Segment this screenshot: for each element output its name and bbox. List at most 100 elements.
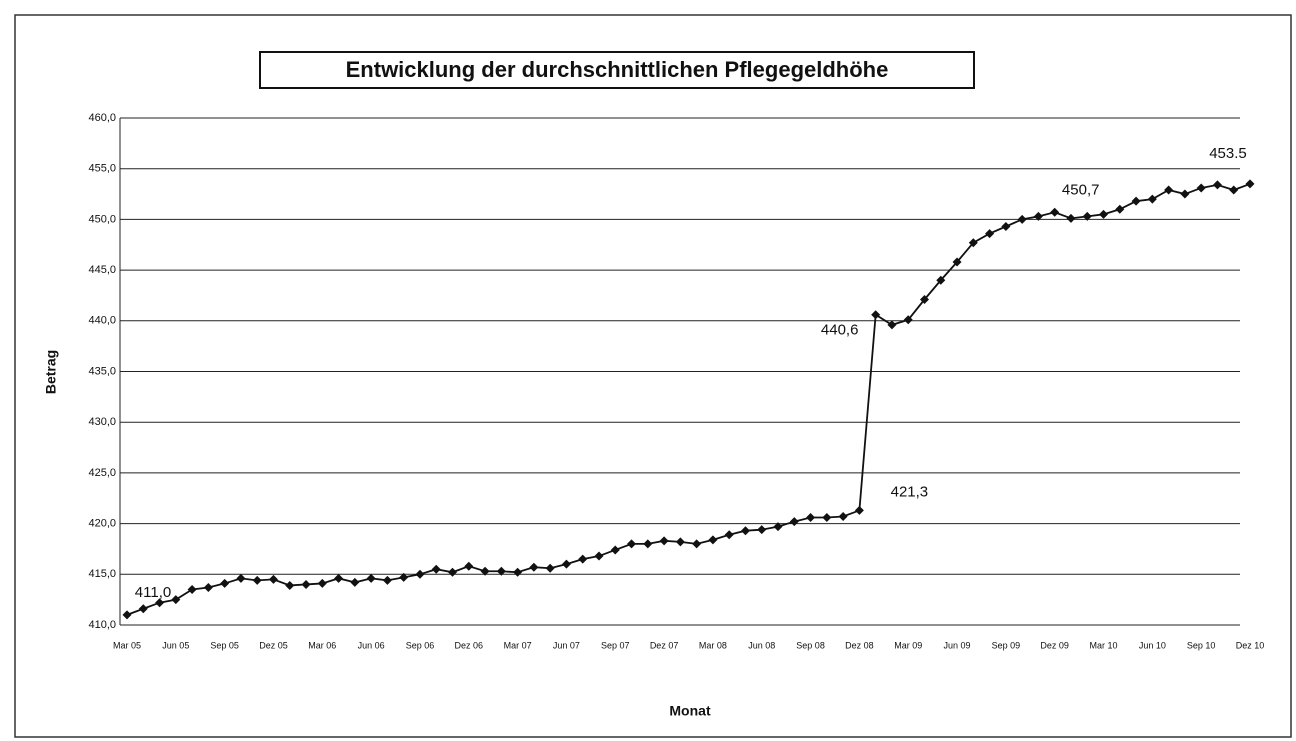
marker: [252, 575, 262, 585]
x-tick-label: Sep 07: [601, 640, 630, 650]
marker: [578, 554, 588, 564]
x-tick-label: Mar 10: [1090, 640, 1118, 650]
y-tick-label: 410,0: [88, 619, 116, 631]
marker: [594, 551, 604, 561]
marker: [1017, 214, 1027, 224]
marker: [285, 580, 295, 590]
marker: [513, 567, 523, 577]
marker: [659, 536, 669, 546]
marker: [919, 295, 929, 305]
x-tick-label: Jun 10: [1139, 640, 1166, 650]
x-tick-label: Sep 05: [210, 640, 239, 650]
y-tick-label: 435,0: [88, 365, 116, 377]
marker: [643, 539, 653, 549]
marker: [968, 238, 978, 248]
marker: [399, 572, 409, 582]
data-label: 453.5: [1209, 145, 1247, 162]
x-tick-label: Jun 06: [358, 640, 385, 650]
marker: [431, 564, 441, 574]
marker: [1001, 221, 1011, 231]
marker: [382, 575, 392, 585]
data-label: 421,3: [891, 483, 929, 500]
y-tick-label: 430,0: [88, 416, 116, 428]
marker: [317, 578, 327, 588]
marker: [1245, 179, 1255, 189]
marker: [1180, 189, 1190, 199]
y-tick-label: 450,0: [88, 213, 116, 225]
marker: [334, 573, 344, 583]
marker: [171, 595, 181, 605]
marker: [903, 315, 913, 325]
marker: [366, 573, 376, 583]
marker: [138, 604, 148, 614]
x-tick-label: Mar 09: [894, 640, 922, 650]
y-axis-label: Betrag: [43, 350, 59, 394]
marker: [1033, 211, 1043, 221]
marker: [415, 569, 425, 579]
y-tick-label: 415,0: [88, 568, 116, 580]
x-tick-label: Dez 10: [1236, 640, 1265, 650]
marker: [871, 310, 881, 320]
marker: [822, 513, 832, 523]
x-tick-label: Sep 06: [406, 640, 435, 650]
marker: [301, 579, 311, 589]
y-tick-label: 460,0: [88, 112, 116, 124]
marker: [122, 610, 132, 620]
chart-border: [14, 14, 1292, 738]
marker: [724, 530, 734, 540]
marker: [268, 574, 278, 584]
x-tick-label: Jun 07: [553, 640, 580, 650]
marker: [529, 562, 539, 572]
x-tick-label: Jun 05: [162, 640, 189, 650]
marker: [610, 545, 620, 555]
marker: [220, 578, 230, 588]
marker: [887, 320, 897, 330]
marker: [936, 275, 946, 285]
marker: [838, 512, 848, 522]
marker: [1212, 180, 1222, 190]
marker: [464, 561, 474, 571]
marker: [1066, 213, 1076, 223]
marker: [236, 573, 246, 583]
x-tick-label: Sep 10: [1187, 640, 1216, 650]
marker: [545, 563, 555, 573]
marker: [1082, 211, 1092, 221]
marker: [155, 598, 165, 608]
x-tick-label: Jun 09: [944, 640, 971, 650]
x-tick-label: Mar 06: [308, 640, 336, 650]
x-tick-label: Dez 06: [455, 640, 484, 650]
marker: [740, 526, 750, 536]
y-tick-label: 420,0: [88, 518, 116, 530]
marker: [627, 539, 637, 549]
marker: [757, 525, 767, 535]
marker: [1115, 204, 1125, 214]
marker: [675, 537, 685, 547]
x-tick-label: Dez 08: [845, 640, 874, 650]
marker: [350, 577, 360, 587]
title-box: [259, 51, 975, 89]
marker: [1196, 183, 1206, 193]
marker: [952, 257, 962, 267]
marker: [1164, 185, 1174, 195]
marker: [692, 539, 702, 549]
x-tick-label: Dez 05: [259, 640, 288, 650]
marker: [448, 567, 458, 577]
x-tick-label: Mar 07: [504, 640, 532, 650]
marker: [203, 582, 213, 592]
y-tick-label: 425,0: [88, 467, 116, 479]
marker: [1229, 185, 1239, 195]
x-tick-label: Jun 08: [748, 640, 775, 650]
marker: [708, 535, 718, 545]
data-label: 440,6: [821, 322, 859, 339]
marker: [789, 517, 799, 527]
x-tick-label: Sep 09: [992, 640, 1021, 650]
marker: [1131, 196, 1141, 206]
marker: [496, 566, 506, 576]
y-tick-label: 455,0: [88, 163, 116, 175]
x-axis-label: Monat: [669, 703, 711, 719]
marker: [985, 229, 995, 239]
marker: [1147, 194, 1157, 204]
x-tick-label: Dez 09: [1040, 640, 1069, 650]
marker: [480, 566, 490, 576]
